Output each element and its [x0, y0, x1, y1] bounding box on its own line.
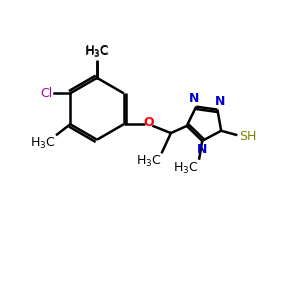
- Text: H$_3$C: H$_3$C: [173, 161, 199, 176]
- Text: N: N: [197, 143, 207, 156]
- Text: N: N: [189, 92, 199, 105]
- Text: SH: SH: [239, 130, 256, 142]
- Text: H$_3$C: H$_3$C: [85, 44, 109, 59]
- Text: H$_3$C: H$_3$C: [84, 44, 110, 60]
- Text: H$_3$C: H$_3$C: [30, 136, 56, 151]
- Text: N: N: [214, 95, 225, 108]
- Text: O: O: [143, 116, 154, 129]
- Text: Cl: Cl: [40, 87, 52, 100]
- Text: H$_3$C: H$_3$C: [136, 154, 161, 170]
